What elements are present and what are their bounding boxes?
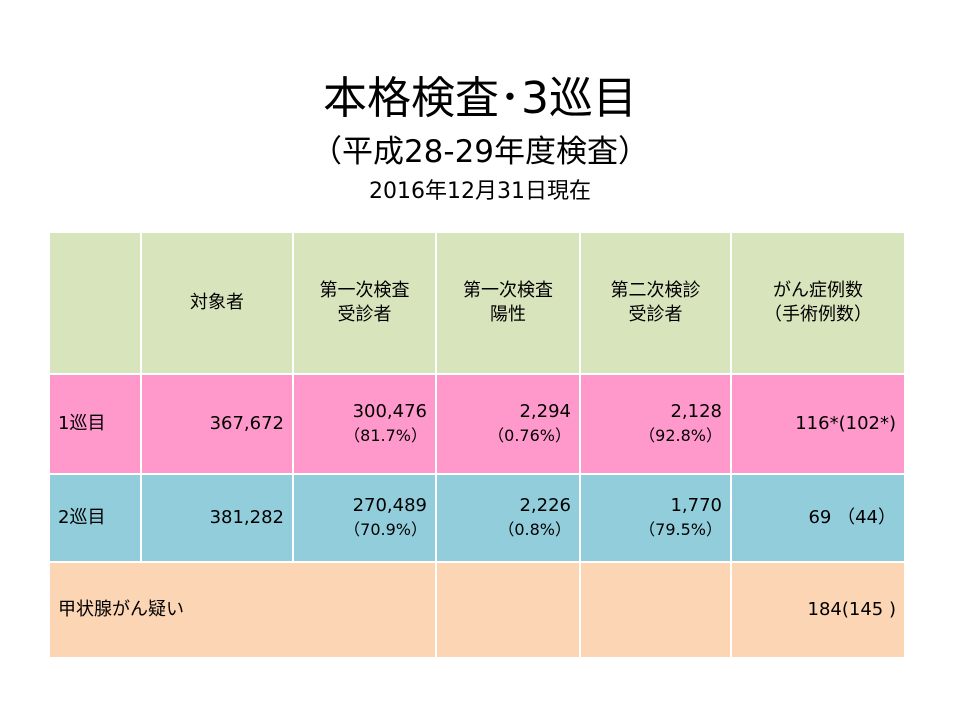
cancer-count: 116*(102*) xyxy=(730,373,906,475)
header-cell-first-positive: 第一次検査 陽性 xyxy=(435,231,581,375)
table-header-row: 対象者 第一次検査 受診者 第一次検査 陽性 第二次検診 受診者 がん症例数 （… xyxy=(48,231,906,375)
target-count: 381,282 xyxy=(140,473,294,563)
total-empty-cell xyxy=(435,561,581,659)
header-cell-second-exam: 第二次検診 受診者 xyxy=(579,231,732,375)
total-cancer-count: 184(145 ) xyxy=(730,561,906,659)
page-title: 本格検査･3巡目 xyxy=(323,73,637,124)
target-count: 367,672 xyxy=(140,373,294,475)
total-label: 甲状腺がん疑い xyxy=(48,561,437,659)
first-positive-cell: 2,226 （0.8%） xyxy=(435,473,581,563)
row-label: 1巡目 xyxy=(48,373,142,475)
second-exam-cell: 2,128 （92.8%） xyxy=(579,373,732,475)
row-label: 2巡目 xyxy=(48,473,142,563)
as-of-date: 2016年12月31日現在 xyxy=(369,179,591,204)
second-exam-cell: 1,770 （79.5%） xyxy=(579,473,732,563)
table-row: 2巡目 381,282 270,489 （70.9%） 2,226 （0.8%）… xyxy=(48,473,906,563)
header-cell-cancer: がん症例数 （手術例数） xyxy=(730,231,906,375)
results-table: 対象者 第一次検査 受診者 第一次検査 陽性 第二次検診 受診者 がん症例数 （… xyxy=(48,231,906,659)
total-row: 甲状腺がん疑い 184(145 ) xyxy=(48,561,906,659)
cancer-count: 69 （44） xyxy=(730,473,906,563)
page-subtitle: （平成28-29年度検査） xyxy=(310,134,650,170)
first-exam-cell: 300,476 （81.7%） xyxy=(292,373,437,475)
header-cell-target: 対象者 xyxy=(140,231,294,375)
total-empty-cell xyxy=(579,561,732,659)
header-cell-empty xyxy=(48,231,142,375)
header-cell-first-exam: 第一次検査 受診者 xyxy=(292,231,437,375)
table-row: 1巡目 367,672 300,476 （81.7%） 2,294 （0.76%… xyxy=(48,373,906,475)
first-positive-cell: 2,294 （0.76%） xyxy=(435,373,581,475)
first-exam-cell: 270,489 （70.9%） xyxy=(292,473,437,563)
